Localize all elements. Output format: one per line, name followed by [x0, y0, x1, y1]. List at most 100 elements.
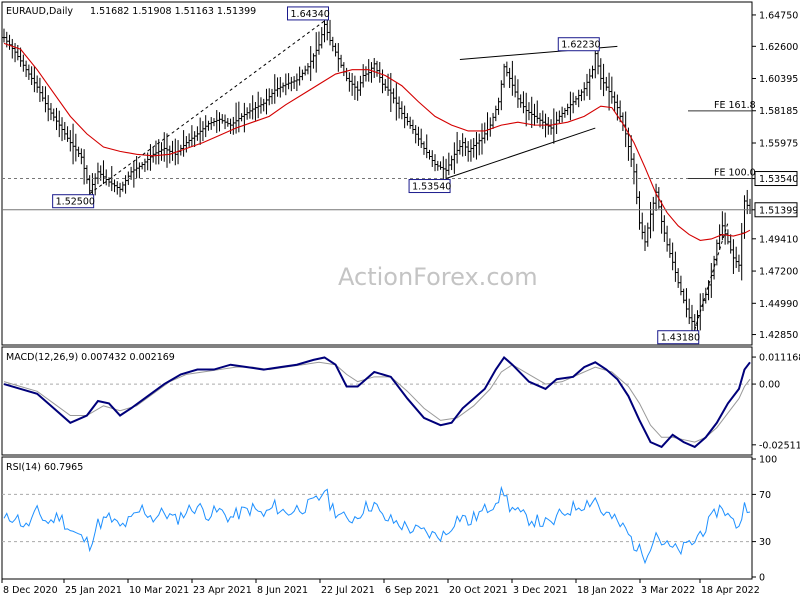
ohlc-bar [74, 133, 78, 162]
ohlc-bar [414, 125, 418, 144]
ohlc-bar [502, 63, 506, 88]
ohlc-bar [375, 60, 379, 77]
ohlc-bar [104, 169, 108, 186]
price-annotation: 1.52500 [52, 194, 95, 209]
ohlc-bar [71, 123, 75, 165]
ohlc-bar [712, 255, 716, 280]
ohlc-bar [463, 137, 467, 156]
ohlc-bar [439, 161, 443, 170]
ohlc-bar [21, 54, 25, 72]
ohlc-bar [591, 65, 595, 79]
price-header-symbol: EURAUD,Daily [6, 6, 73, 17]
watermark: ActionForex.com [338, 263, 538, 291]
ohlc-bar [226, 117, 230, 127]
ohlc-bar [259, 97, 263, 114]
ohlc-bar [212, 118, 216, 127]
ohlc-bar [557, 110, 561, 124]
ohlc-bar [24, 60, 28, 78]
ohlc-bar [135, 155, 139, 178]
x-tick-label: 10 Mar 2021 [129, 585, 189, 596]
ohlc-bar [599, 58, 603, 90]
ohlc-bar [248, 103, 252, 119]
ohlc-bar [649, 201, 653, 239]
ohlc-bar [361, 64, 365, 88]
svg-text:1.53540: 1.53540 [412, 182, 451, 193]
ohlc-bar [679, 275, 683, 296]
ohlc-bar [472, 137, 476, 158]
ohlc-bar [430, 150, 434, 167]
ohlc-bar [43, 86, 47, 113]
x-tick-label: 3 Dec 2021 [513, 585, 568, 596]
ohlc-bar [632, 153, 636, 185]
ohlc-bar [723, 212, 727, 245]
ohlc-bar [660, 200, 664, 234]
ohlc-bar [477, 133, 481, 156]
ohlc-bar [151, 147, 155, 163]
rsi-tick-label: 30 [759, 537, 771, 548]
ohlc-bar [491, 112, 495, 129]
ohlc-bar [447, 152, 451, 176]
price-tick-label: 1.53540 [759, 174, 798, 185]
ohlc-bar [613, 91, 617, 112]
ohlc-bar [364, 66, 368, 82]
ohlc-bar [397, 96, 401, 119]
ohlc-bar [425, 134, 429, 159]
ohlc-bar [452, 142, 456, 174]
ohlc-bar [607, 72, 611, 111]
ohlc-bar [568, 91, 572, 121]
ohlc-bar [455, 131, 459, 164]
ohlc-bar [458, 140, 462, 155]
ohlc-bar [541, 110, 545, 130]
price-badge [754, 202, 798, 218]
ohlc-bar [267, 88, 271, 106]
ohlc-bar [646, 222, 650, 247]
ohlc-bar [585, 73, 589, 97]
x-tick-label: 8 Dec 2020 [3, 585, 58, 596]
svg-text:1.52500: 1.52500 [56, 197, 95, 208]
ohlc-bar [347, 72, 351, 92]
svg-text:1.43180: 1.43180 [661, 333, 700, 344]
ohlc-bar [378, 62, 382, 83]
ohlc-bar [394, 83, 398, 121]
price-tick-label: 1.51399 [759, 205, 798, 216]
ohlc-bar [16, 45, 20, 61]
macd-tick-label: -0.025117 [759, 440, 800, 451]
price-annotation: 1.64340 [287, 6, 330, 21]
ohlc-bar [82, 149, 86, 185]
svg-text:1.64340: 1.64340 [291, 9, 330, 20]
price-tick-label: 1.55975 [759, 139, 798, 150]
ohlc-bar [137, 162, 141, 179]
macd-signal-line [3, 361, 751, 443]
ohlc-bar [93, 173, 97, 196]
macd-tick-label: 0.011168 [759, 353, 800, 364]
ohlc-bar [77, 146, 81, 157]
rsi-panel-frame [1, 456, 753, 580]
ohlc-bar [140, 162, 144, 170]
ohlc-bar [610, 76, 614, 104]
ohlc-bar [276, 77, 280, 97]
ohlc-bar [707, 280, 711, 301]
ohlc-bar [245, 107, 249, 120]
ohlc-bar [317, 31, 321, 55]
ohlc-bar [209, 117, 213, 130]
fe-level-label: FE 100.0 [714, 168, 756, 179]
ohlc-bar [372, 57, 376, 78]
ohlc-bar [57, 110, 61, 138]
ohlc-bar [113, 179, 117, 193]
ohlc-bar [729, 234, 733, 254]
ohlc-bar [218, 112, 222, 132]
ohlc-bar [427, 149, 431, 160]
price-tick-label: 1.49410 [759, 234, 798, 245]
ohlc-bar [27, 64, 31, 80]
ohlc-bar [101, 160, 105, 185]
ohlc-bar [403, 105, 407, 129]
ohlc-bar [52, 108, 56, 122]
ohlc-bar [132, 161, 136, 188]
ohlc-bar [505, 61, 509, 77]
ohlc-bar [513, 75, 517, 98]
price-tick-label: 1.58185 [759, 106, 798, 117]
ohlc-bar [2, 28, 6, 43]
ohlc-bar [314, 32, 318, 73]
ohlc-bar [574, 95, 578, 106]
